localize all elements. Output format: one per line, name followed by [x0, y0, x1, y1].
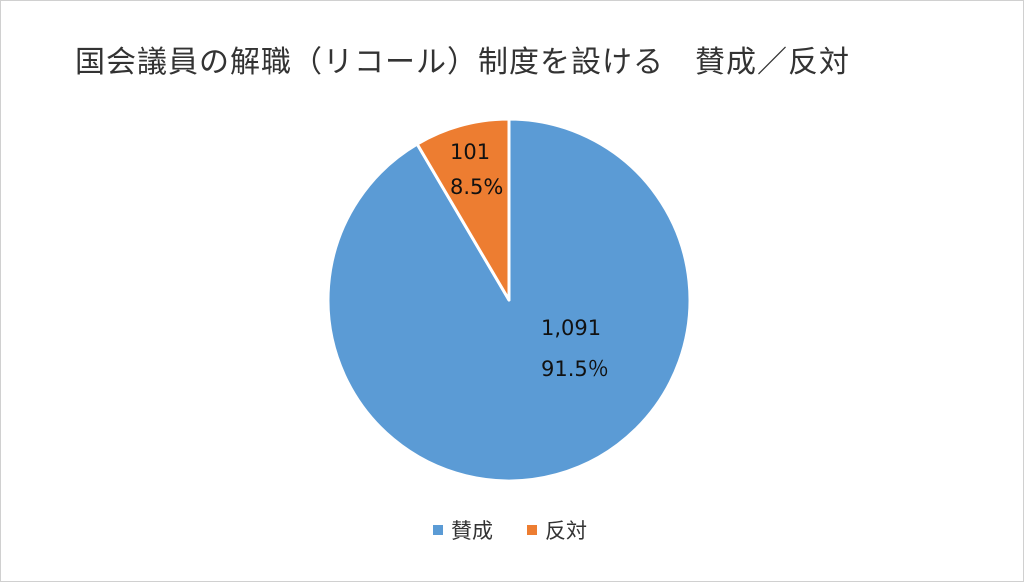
legend-swatch-disagree — [527, 525, 537, 535]
data-label-percent-disagree: 8.5% — [450, 175, 504, 199]
legend-swatch-agree — [433, 525, 443, 535]
data-label-percent-agree: 91.5％ — [541, 357, 609, 381]
legend-label-agree: 賛成 — [451, 519, 493, 543]
pie-slice-disagree — [415, 117, 511, 302]
data-label-value-agree: 1,091 — [541, 316, 602, 340]
legend-item-disagree: 反対 — [527, 515, 587, 545]
chart-title: 国会議員の解職（リコール）制度を設ける 賛成／反対 — [75, 45, 850, 80]
data-label-value-disagree: 101 — [450, 140, 491, 164]
legend: 賛成 反対 — [433, 515, 587, 545]
legend-label-disagree: 反対 — [545, 519, 587, 543]
legend-item-agree: 賛成 — [433, 515, 493, 545]
